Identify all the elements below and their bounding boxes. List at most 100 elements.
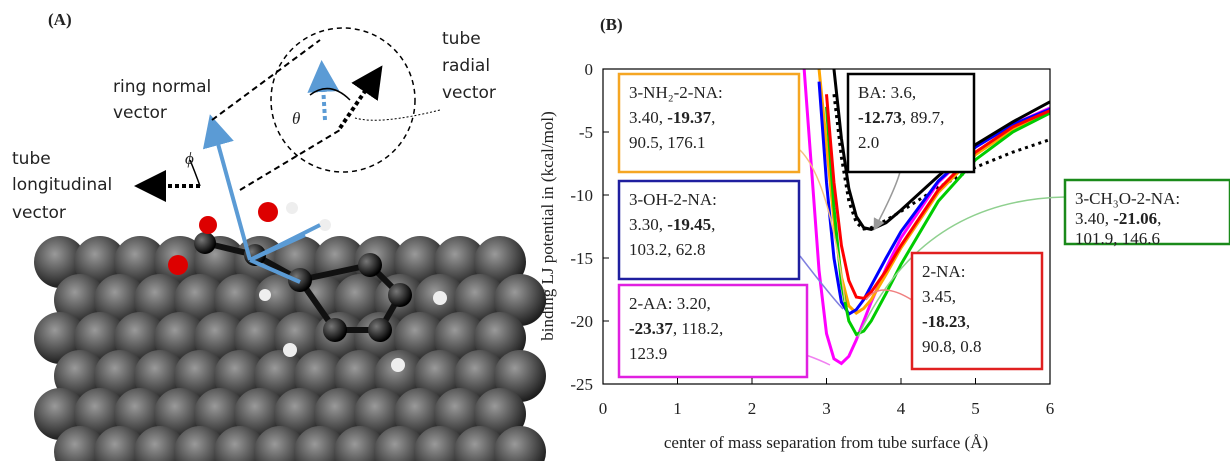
y-tick-label: -20	[570, 312, 593, 331]
molecule	[168, 114, 447, 372]
label: radial	[442, 56, 490, 76]
annotation-line: 3-OH-2-NA:	[629, 190, 717, 209]
x-tick-label: 0	[599, 399, 608, 418]
curve	[825, 94, 1050, 300]
panel-label: (B)	[600, 15, 623, 34]
annotation-box	[846, 72, 976, 174]
annotation-line: BA: 3.6,	[858, 83, 916, 102]
x-tick-label: 4	[897, 399, 906, 418]
surface-atom	[494, 426, 546, 461]
x-tick-label: 6	[1046, 399, 1055, 418]
label: vector	[442, 83, 496, 103]
surface-atoms	[34, 236, 546, 461]
annotations: 3-NH₂-2-NA: 3.40, -19.37, 90.5, 176.1 BA: 3…	[617, 72, 1230, 379]
annotation-box	[617, 179, 801, 281]
annotation-text: -18.23	[922, 312, 966, 331]
annotation-line: 101.9, 146.6	[1075, 229, 1160, 248]
label: longitudinal	[12, 175, 112, 195]
annotation-text: -21.06	[1113, 209, 1157, 228]
annotation-text: 3-NH₂-2-NA:	[629, 83, 723, 102]
annotation-text: 2-AA: 3.20,	[629, 294, 711, 313]
annotation-text: 101.9, 146.6	[1075, 229, 1160, 248]
surface-atom	[334, 426, 386, 461]
annotation-text: -23.37	[629, 319, 673, 338]
annotation-text: ,	[711, 108, 715, 127]
annotation-text: 103.2, 62.8	[629, 240, 706, 259]
label: tube	[12, 149, 51, 169]
curve	[825, 106, 1050, 337]
annotation-text: 2-NA:	[922, 262, 965, 281]
annotation-text: -12.73	[858, 108, 902, 127]
y-tick-label: -5	[579, 123, 593, 142]
annotation-line: 2.0	[858, 133, 879, 152]
annotation-text: 3.40,	[1075, 209, 1113, 228]
y-tick-label: -25	[570, 375, 593, 394]
annotation-line: 3.40, -21.06,	[1075, 209, 1161, 228]
surface-atom	[414, 426, 466, 461]
panel-label: (A)	[48, 10, 72, 29]
vector-diagram	[134, 27, 441, 202]
annotation-line: 90.8, 0.8	[922, 337, 982, 356]
annotation-text: BA: 3.6,	[858, 83, 916, 102]
y-axis-label: binding LJ potential in (kcal/mol)	[538, 111, 557, 340]
panel-a: (A) ring normal vector tube longitudinal…	[12, 10, 546, 461]
annotation-text: -19.45	[667, 215, 711, 234]
y-tick-label: -10	[570, 186, 593, 205]
annotation-text: ,	[711, 215, 715, 234]
label: ring normal	[113, 77, 211, 97]
surface-atom	[214, 426, 266, 461]
annotation-line: 123.9	[629, 344, 667, 363]
surface-atom	[174, 426, 226, 461]
annotation-text: -19.37	[667, 108, 711, 127]
annotation-line: 2-NA:	[922, 262, 965, 281]
annotation-line: 3.30, -19.45,	[629, 215, 715, 234]
annotation-text: 3-OH-2-NA:	[629, 190, 717, 209]
annotation-text: 90.5, 176.1	[629, 133, 706, 152]
annotation-line: 2-AA: 3.20,	[629, 294, 711, 313]
label: tube	[442, 29, 481, 49]
annotation-text: 3-CH₃O-2-NA:	[1075, 189, 1180, 208]
annotation-text: 2.0	[858, 133, 879, 152]
annotation-text: 90.8, 0.8	[922, 337, 982, 356]
annotation-line: -12.73, 89.7,	[858, 108, 944, 127]
annotation-text: ,	[1157, 209, 1161, 228]
annotation-line: 3.40, -19.37,	[629, 108, 715, 127]
label: vector	[12, 203, 66, 223]
annotation-text: ,	[966, 312, 970, 331]
y-tick-label: 0	[585, 60, 594, 79]
annotation-line: -23.37, 118.2,	[629, 319, 723, 338]
x-tick-label: 5	[971, 399, 980, 418]
annotation-text: 3.30,	[629, 215, 667, 234]
surface-atom	[54, 426, 106, 461]
surface-atom	[134, 426, 186, 461]
annotation-arrows	[799, 149, 1066, 366]
annotation-line: 90.5, 176.1	[629, 133, 706, 152]
x-tick-label: 3	[822, 399, 831, 418]
angle-label: ϕ	[185, 149, 194, 168]
annotation-text: , 118.2,	[673, 319, 723, 338]
x-tick-label: 2	[748, 399, 757, 418]
annotation-box	[1063, 178, 1230, 246]
annotation-line: 3.45,	[922, 287, 956, 306]
x-tick-label: 1	[673, 399, 682, 418]
y-tick-label: -15	[570, 249, 593, 268]
annotation-box	[617, 283, 809, 379]
panel-b: (B) center of mass separation from tube …	[538, 15, 1230, 452]
label: vector	[113, 103, 167, 123]
annotation-line: 3-CH₃O-2-NA:	[1075, 189, 1180, 208]
angle-label: θ	[292, 109, 300, 128]
annotation-line: 3-NH₂-2-NA:	[629, 83, 723, 102]
surface-atom	[294, 426, 346, 461]
annotation-line: 103.2, 62.8	[629, 240, 706, 259]
annotation-box	[910, 251, 1044, 371]
annotation-text: 123.9	[629, 344, 667, 363]
annotation-text: 3.45,	[922, 287, 956, 306]
x-axis-label: center of mass separation from tube surf…	[664, 433, 988, 452]
annotation-text: , 89.7,	[902, 108, 945, 127]
surface-atom	[94, 426, 146, 461]
surface-atom	[374, 426, 426, 461]
annotation-box	[617, 72, 801, 174]
annotation-text: 3.40,	[629, 108, 667, 127]
surface-atom	[454, 426, 506, 461]
